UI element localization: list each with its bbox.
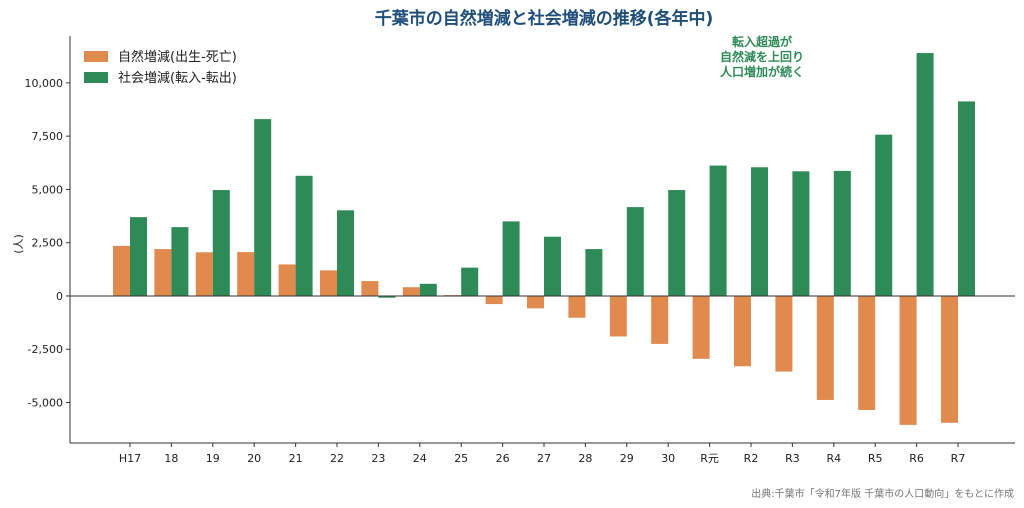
- legend: 自然増減(出生-死亡) 社会増減(転入-転出): [84, 49, 237, 86]
- annotation: 転入超過が 自然減を上回り 人口増加が続く: [720, 34, 804, 79]
- bar-social: [751, 167, 768, 296]
- bar-natural: [361, 281, 379, 296]
- bar-natural: [816, 295, 834, 400]
- bar-natural: [154, 249, 172, 296]
- x-tick-label: 18: [164, 452, 178, 465]
- bar-natural: [899, 295, 917, 425]
- x-tick-label: 27: [537, 452, 551, 465]
- bar-social: [130, 217, 147, 296]
- x-tick-label: 21: [289, 452, 303, 465]
- x-tick-label: R5: [868, 452, 883, 465]
- x-tick-label: R6: [909, 452, 924, 465]
- bar-social: [254, 119, 272, 296]
- x-tick-label: 19: [206, 452, 220, 465]
- x-tick-label: R元: [700, 452, 719, 465]
- x-tick-label: 29: [620, 452, 634, 465]
- bar-social: [916, 53, 934, 296]
- y-tick-label: -5,000: [28, 397, 63, 410]
- bar-social: [585, 249, 603, 296]
- annotation-line-2: 自然減を上回り: [720, 49, 804, 64]
- bar-natural: [941, 295, 958, 423]
- bar-social: [378, 295, 396, 298]
- bar-natural: [402, 287, 420, 296]
- bar-social: [875, 134, 893, 296]
- bar-natural: [237, 252, 255, 296]
- bar-natural: [651, 295, 669, 344]
- x-tick-label: 22: [330, 452, 344, 465]
- bar-natural: [568, 295, 586, 318]
- x-tick-label: R2: [744, 452, 759, 465]
- source-note: 出典:千葉市「令和7年版 千葉市の人口動向」をもとに作成: [751, 487, 1014, 500]
- bar-natural: [485, 295, 503, 305]
- bar-natural: [113, 245, 130, 296]
- bar-social: [171, 227, 189, 296]
- bar-natural: [775, 295, 793, 372]
- legend-swatch-social: [84, 72, 108, 83]
- x-tick-label: 24: [413, 452, 427, 465]
- bar-natural: [195, 252, 213, 296]
- annotation-line-1: 転入超過が: [732, 34, 792, 49]
- x-tick-label: R3: [785, 452, 800, 465]
- y-tick-label: 10,000: [25, 77, 64, 90]
- legend-label-natural: 自然増減(出生-死亡): [118, 49, 237, 65]
- x-tick-label: 25: [454, 452, 468, 465]
- bar-natural: [609, 295, 627, 337]
- y-tick-label: 2,500: [32, 237, 64, 250]
- bar-social: [833, 170, 851, 296]
- annotation-line-3: 人口増加が続く: [720, 64, 804, 79]
- bar-natural: [527, 295, 544, 309]
- bar-social: [461, 267, 479, 296]
- legend-label-social: 社会増減(転入-転出): [118, 70, 237, 86]
- bar-social: [626, 207, 644, 296]
- chart-title: 千葉市の自然増減と社会増減の推移(各年中): [375, 8, 714, 29]
- x-tick-label: 28: [578, 452, 592, 465]
- bar-natural: [858, 295, 876, 410]
- bar-social: [337, 210, 354, 296]
- y-tick-label: 0: [56, 290, 63, 303]
- bar-social: [295, 175, 313, 296]
- y-tick-label: -2,500: [28, 343, 63, 356]
- bar-social: [419, 283, 437, 296]
- bar-social: [792, 171, 810, 296]
- bar-natural: [734, 295, 751, 367]
- bar-natural: [278, 264, 296, 296]
- bar-social: [212, 190, 230, 296]
- bar-social: [958, 101, 975, 296]
- x-tick-label: 30: [661, 452, 675, 465]
- bar-social: [544, 236, 561, 296]
- x-tick-label: 20: [247, 452, 261, 465]
- bar-social: [668, 190, 686, 296]
- bar-social: [502, 221, 520, 296]
- y-tick-label: 7,500: [32, 130, 64, 143]
- bar-natural: [320, 270, 337, 296]
- bar-natural: [692, 295, 710, 359]
- legend-swatch-natural: [84, 51, 108, 62]
- y-axis-label: (人): [12, 234, 25, 254]
- x-tick-label: R4: [826, 452, 841, 465]
- bar-social: [709, 165, 727, 296]
- x-tick-label: R7: [951, 452, 966, 465]
- x-tick-label: 26: [496, 452, 510, 465]
- x-tick-label: H17: [119, 452, 141, 465]
- x-tick-label: 23: [371, 452, 385, 465]
- y-tick-label: 5,000: [32, 183, 64, 196]
